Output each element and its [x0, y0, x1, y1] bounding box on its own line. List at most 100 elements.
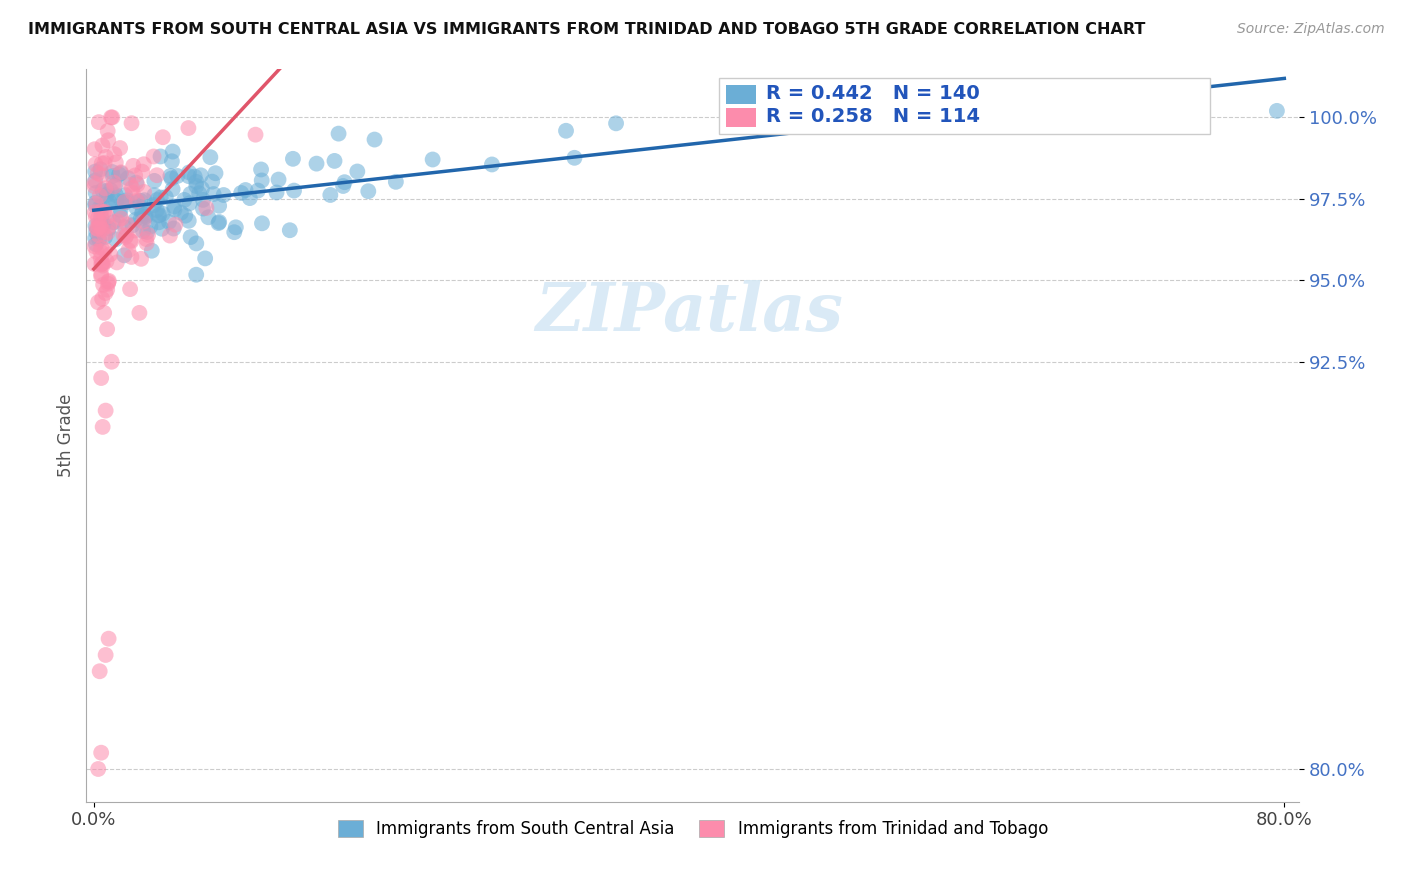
Point — [186, 268, 208, 282]
Point — [146, 202, 169, 217]
Point — [112, 248, 135, 262]
Point — [305, 156, 328, 170]
Point — [186, 175, 208, 189]
Point — [125, 201, 148, 215]
Point — [87, 166, 110, 180]
Point — [131, 164, 153, 178]
Point — [86, 221, 108, 235]
Point — [97, 632, 120, 646]
Point — [91, 138, 114, 153]
Point — [122, 159, 145, 173]
Point — [159, 169, 181, 183]
Point — [97, 226, 120, 240]
Point — [179, 186, 201, 201]
Point — [97, 124, 120, 138]
Point — [100, 111, 122, 125]
Point — [97, 133, 120, 147]
Point — [90, 267, 112, 281]
Point — [96, 254, 118, 268]
Point — [142, 149, 165, 163]
Point — [186, 179, 208, 194]
Point — [93, 228, 115, 243]
Point — [120, 282, 142, 296]
Legend: Immigrants from South Central Asia, Immigrants from Trinidad and Tobago: Immigrants from South Central Asia, Immi… — [330, 813, 1054, 845]
Point — [159, 228, 181, 243]
Point — [173, 193, 195, 207]
Point — [101, 111, 124, 125]
Point — [100, 247, 122, 261]
Point — [143, 188, 166, 202]
Point — [224, 225, 246, 239]
Point — [84, 219, 107, 233]
Text: IMMIGRANTS FROM SOUTH CENTRAL ASIA VS IMMIGRANTS FROM TRINIDAD AND TOBAGO 5TH GR: IMMIGRANTS FROM SOUTH CENTRAL ASIA VS IM… — [28, 22, 1146, 37]
Point — [132, 185, 155, 199]
Point — [112, 228, 135, 243]
Text: R = 0.258   N = 114: R = 0.258 N = 114 — [766, 107, 980, 127]
Point — [90, 210, 112, 224]
Text: ZIPatlas: ZIPatlas — [536, 280, 844, 345]
Point — [117, 244, 139, 258]
Point — [84, 186, 107, 200]
Point — [91, 292, 114, 306]
Point — [97, 221, 120, 235]
Point — [101, 165, 124, 179]
Point — [131, 207, 153, 221]
Point — [143, 174, 166, 188]
Point — [94, 285, 117, 300]
Point — [124, 212, 146, 227]
Point — [149, 190, 172, 204]
Point — [90, 252, 112, 266]
Point — [385, 175, 408, 189]
Point — [136, 225, 159, 239]
Point — [165, 218, 187, 232]
Point — [105, 188, 128, 202]
Point — [103, 215, 125, 229]
Point — [103, 147, 125, 161]
Point — [120, 234, 142, 248]
Point — [89, 244, 111, 259]
Point — [363, 132, 385, 146]
Point — [101, 169, 124, 183]
Point — [207, 216, 229, 230]
Point — [194, 252, 217, 266]
Point — [91, 256, 114, 270]
Point — [110, 165, 132, 179]
Point — [105, 194, 128, 208]
Point — [90, 746, 112, 760]
Point — [90, 204, 112, 219]
Point — [201, 175, 224, 189]
Point — [114, 195, 136, 210]
Point — [108, 168, 131, 182]
Point — [90, 168, 112, 182]
Point — [83, 239, 105, 253]
Point — [1265, 103, 1288, 118]
Point — [117, 171, 139, 186]
Point — [200, 150, 222, 164]
Point — [162, 145, 184, 159]
Point — [422, 153, 444, 167]
Point — [157, 215, 180, 229]
Point — [605, 116, 627, 130]
Point — [142, 198, 165, 212]
Point — [155, 190, 177, 204]
Point — [96, 187, 118, 202]
Point — [208, 199, 231, 213]
Point — [191, 202, 214, 216]
Point — [195, 201, 218, 215]
Point — [89, 200, 111, 214]
Point — [162, 182, 184, 196]
Text: R = 0.442   N = 140: R = 0.442 N = 140 — [766, 85, 980, 103]
Point — [146, 193, 169, 207]
Point — [346, 164, 368, 178]
Point — [246, 184, 269, 198]
Point — [89, 188, 111, 202]
Point — [146, 168, 169, 182]
Point — [96, 210, 118, 224]
Point — [231, 186, 253, 200]
Point — [134, 193, 156, 207]
Point — [100, 355, 122, 369]
Point — [132, 224, 155, 238]
Point — [114, 194, 136, 209]
Point — [104, 178, 127, 193]
Point — [94, 243, 117, 257]
